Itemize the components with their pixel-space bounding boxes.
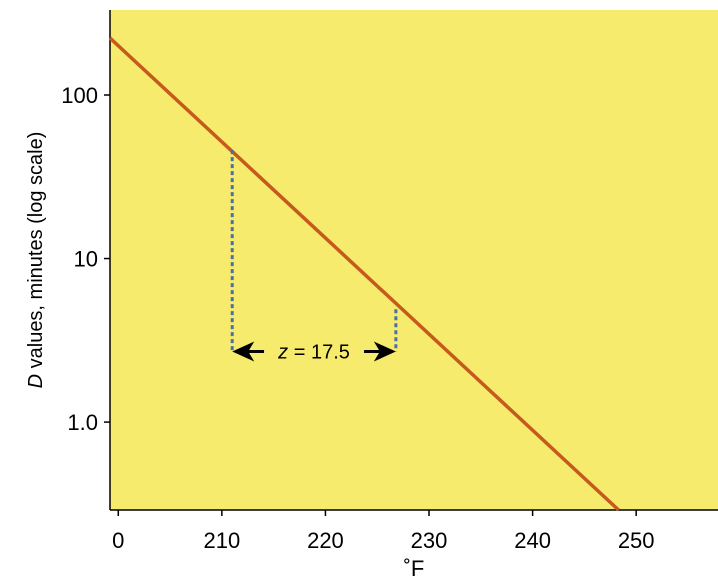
y-axis-label-text: values, minutes (log scale) (25, 132, 47, 369)
plot-background (110, 10, 718, 510)
arrow-head (373, 341, 396, 362)
data-line (108, 36, 620, 512)
annotation: z = 17.5 (277, 342, 350, 364)
x-tick-label: 250 (618, 528, 655, 553)
x-axis-label: ˚F (404, 556, 425, 581)
x-tick-label: 240 (514, 528, 551, 553)
x-tick-label: 230 (411, 528, 448, 553)
y-axis-label: D values, minutes (log scale) (25, 132, 47, 389)
x-tick-label: 0 (112, 528, 124, 553)
arrow-head (232, 341, 255, 362)
y-axis-label-variable: D (25, 374, 47, 388)
x-tick-label: 220 (307, 528, 344, 553)
y-tick-label: 10 (74, 247, 98, 272)
annotation-variable: z (277, 342, 288, 364)
y-tick-label: 100 (61, 83, 98, 108)
y-tick-label: 1.0 (67, 410, 98, 435)
x-tick-label: 210 (204, 528, 241, 553)
annotation-text: = 17.5 (294, 342, 350, 364)
